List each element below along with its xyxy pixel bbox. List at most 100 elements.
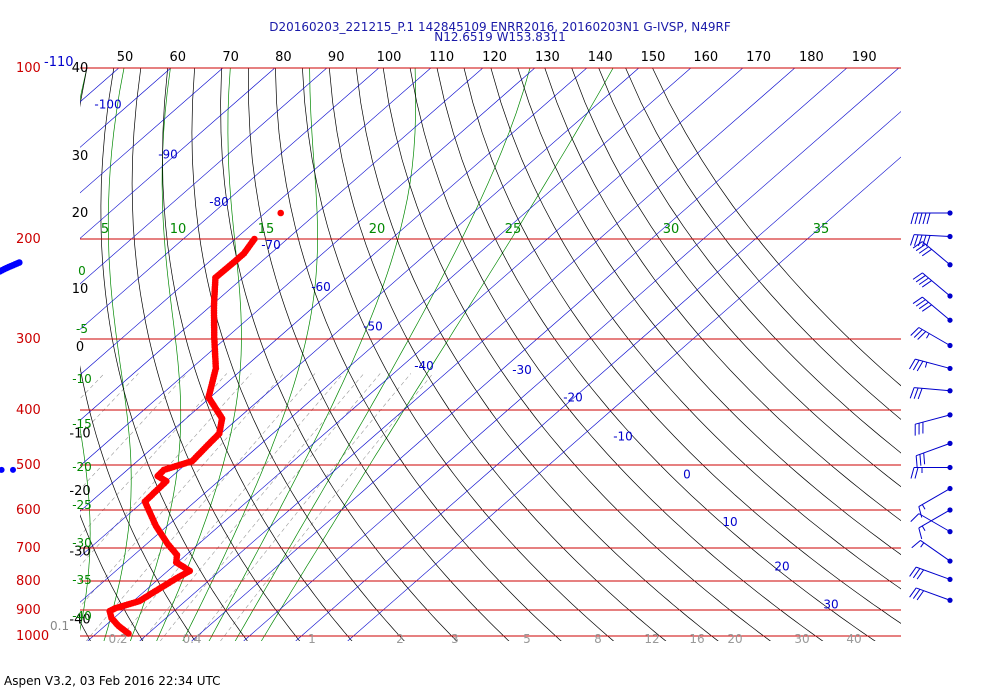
dewpoint-point [10,466,16,473]
moist-adiabat-top-label: 5 [101,222,109,237]
dewpoint-trace [0,259,23,473]
wind-barb-flag [916,360,924,372]
mixing-ratio-line [194,373,412,641]
moist-adiabat-left-label: -10 [72,372,92,386]
isobars [80,67,901,637]
wind-barb-flag [912,588,921,599]
wind-barb-staff [915,414,951,425]
isotherm-label: -80 [209,195,229,209]
wind-barb-staff [922,241,951,266]
wind-barb-flag [915,299,926,307]
moist-adiabat-left-label: 0 [78,264,86,278]
isotherm-label: 10 [722,515,737,529]
mixing-ratio-label: 5 [523,632,531,646]
isotherm-label: -30 [512,363,532,377]
wind-barb-staff [920,539,951,562]
wind-barb-staff [914,387,951,392]
moist-adiabat-left-label: -25 [72,498,92,512]
dry-adiabat-line [80,68,196,641]
wind-barb-station [947,529,953,535]
top-axis-label: 100 [377,50,402,65]
wind-barb-flag [917,331,927,340]
wind-barb-flag [919,454,922,466]
wind-barb-flag [912,272,923,280]
wind-barb-flag [917,388,923,400]
isotherm-line [80,68,327,285]
wind-barbs [909,210,953,603]
isotherm-line [80,68,587,512]
pressure-extra-label: 0.1 [50,619,69,633]
moist-adiabat-left-label: -15 [72,417,92,431]
dry-adiabat-line [652,68,901,387]
wind-barb [910,210,953,225]
dry-adiabat-label: -10 [69,426,90,441]
mixing-ratio-label: 3 [451,632,459,646]
dry-adiabat-line [463,68,901,624]
wind-barb-flag [918,246,929,254]
wind-barb [910,233,953,247]
wind-barb-flag [924,362,928,368]
dry-adiabat-label: 40 [72,61,89,76]
mixing-ratio-label: 8 [594,632,602,646]
wind-barb-flag [914,212,919,225]
wind-barb-staff [916,587,951,601]
dewpoint-point [0,466,5,473]
dry-adiabat-line [80,514,144,641]
top-axis-label: 90 [328,50,345,65]
wind-barb-flag [916,569,925,580]
moist-adiabat-line [80,68,91,632]
wind-barb-flag [910,513,920,523]
mixing-ratio-label: 1 [308,632,316,646]
wind-barb-flag [921,280,932,288]
dry-adiabat-label: -30 [69,545,90,560]
wind-barb [915,440,953,468]
pressure-tick-label: 200 [16,232,41,247]
dry-adiabat-label: 10 [72,282,89,297]
isotherm-line [139,68,795,641]
wind-barb-flag [912,296,923,304]
wind-barb-staff [922,272,951,297]
moist-adiabat-left-label: -35 [72,573,92,587]
isotherm-line [0,68,15,641]
dry-adiabat-line [571,68,901,488]
isotherm-line [80,68,483,421]
wind-barb [918,485,953,518]
top-axis-label: 170 [746,50,771,65]
top-axis-label: 130 [535,50,560,65]
pressure-tick-label: 800 [16,574,41,589]
wind-barb-staff [915,358,951,369]
wind-barb [910,327,953,349]
isotherm-line [80,68,639,558]
wind-barb-flag [918,527,923,540]
wind-barb-staff [916,442,951,457]
wind-barb-flag [921,248,932,257]
pressure-tick-label: 400 [16,403,41,418]
wind-barb [912,272,953,299]
wind-barb [918,507,953,540]
moist-adiabat-line [0,68,9,646]
wind-barb-flag [910,467,915,479]
moist-adiabat-left-label: -5 [76,322,88,336]
wind-barb-flag [909,587,917,598]
isotherm-line [80,68,275,239]
moist-adiabat-top-label: 30 [663,222,680,237]
temperature-point [277,209,285,217]
top-axis-label: 160 [693,50,718,65]
wind-barb-staff [918,488,951,507]
wind-barb [910,513,953,535]
wind-barb-flag [921,504,926,510]
moist-adiabat-line [25,68,56,646]
mixing-ratio-label: 16 [689,632,704,646]
mixing-ratio-line [117,373,344,641]
mixing-ratio-label: 30 [794,632,809,646]
temperature-point [125,630,132,637]
footer-version: Aspen V3.2, 03 Feb 2016 22:34 UTC [4,674,221,688]
wind-barb-station [947,597,953,603]
mixing-ratio-label: 12 [644,632,659,646]
wind-barb-flag [915,243,926,252]
mixing-ratio-line [220,373,434,641]
moist-adiabat-line [0,68,31,646]
isotherm-line [347,156,901,641]
wind-barb-flag [909,566,917,577]
dry-adiabat-line [191,68,405,641]
